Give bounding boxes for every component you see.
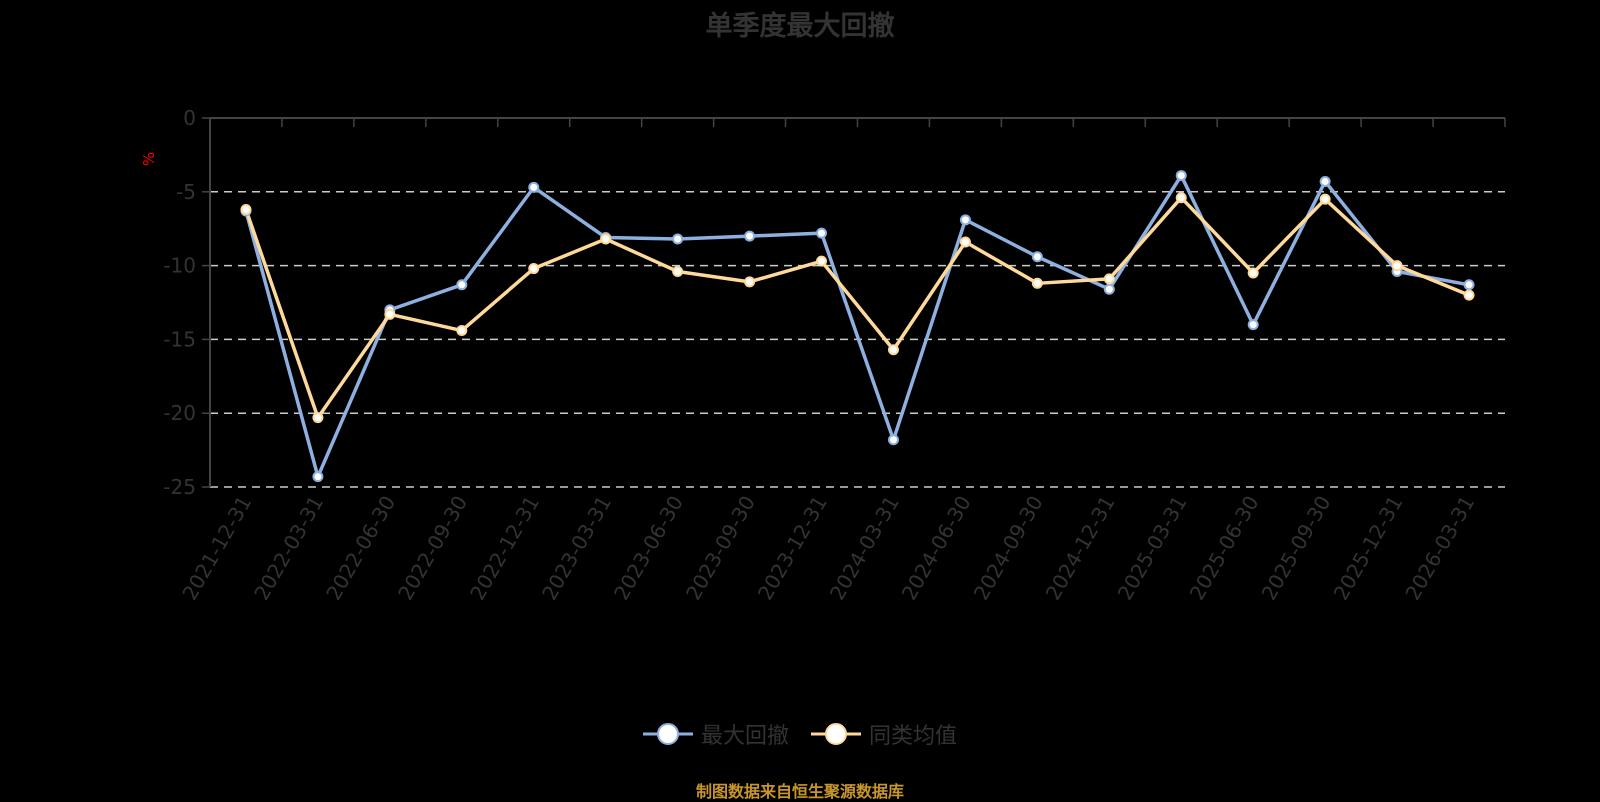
data-point[interactable] <box>600 233 612 245</box>
y-tick-label: -5 <box>176 180 196 204</box>
data-point[interactable] <box>1247 267 1259 279</box>
axes <box>202 117 1506 488</box>
legend-item-peer-average[interactable]: 同类均值 <box>811 718 957 750</box>
data-point[interactable] <box>1319 193 1331 205</box>
data-point[interactable] <box>312 412 324 424</box>
x-tick-label: 2025-03-31 <box>1113 492 1192 605</box>
x-tick-label: 2022-12-31 <box>465 492 544 605</box>
data-point[interactable] <box>959 236 971 248</box>
data-point[interactable] <box>887 344 899 356</box>
data-point[interactable] <box>1103 273 1115 285</box>
x-tick-label: 2025-06-30 <box>1185 492 1264 605</box>
legend: 最大回撤 同类均值 <box>0 718 1600 750</box>
x-tick-label: 2025-09-30 <box>1257 492 1336 605</box>
y-tick-label: -15 <box>163 327 196 351</box>
legend-item-max-drawdown[interactable]: 最大回撤 <box>642 718 789 750</box>
data-point[interactable] <box>1031 251 1043 263</box>
y-tick-label: 0 <box>183 106 196 130</box>
data-point[interactable] <box>240 204 252 216</box>
legend-label: 同类均值 <box>869 724 958 749</box>
data-point[interactable] <box>1175 192 1187 204</box>
data-point[interactable] <box>384 308 396 320</box>
series-lines <box>240 170 1475 483</box>
data-point[interactable] <box>816 227 828 239</box>
y-tick-label: -20 <box>163 401 196 425</box>
data-point[interactable] <box>528 181 540 193</box>
legend-label: 最大回撤 <box>700 724 789 749</box>
x-tick-label: 2023-06-30 <box>609 492 688 605</box>
series-line <box>244 173 1470 479</box>
data-point[interactable] <box>1463 289 1475 301</box>
data-point[interactable] <box>1175 170 1187 182</box>
y-axis-labels: 0 -5 -10 -15 -20 -25 <box>163 106 196 499</box>
x-tick-label: 2022-09-30 <box>393 492 472 605</box>
legend-line-circle-icon <box>811 723 861 745</box>
data-point[interactable] <box>672 233 684 245</box>
data-point[interactable] <box>1103 283 1115 295</box>
x-tick-label: 2025-12-31 <box>1329 492 1408 605</box>
x-tick-label: 2021-12-31 <box>177 492 256 605</box>
data-point[interactable] <box>1463 279 1475 291</box>
data-point[interactable] <box>312 471 324 483</box>
chart-title: 单季度最大回撤 <box>705 11 895 42</box>
x-tick-label: 2026-03-31 <box>1400 492 1479 605</box>
data-point[interactable] <box>1319 175 1331 187</box>
data-source-note: 制图数据来自恒生聚源数据库 <box>695 782 904 801</box>
y-tick-label: -10 <box>163 254 196 278</box>
data-point[interactable] <box>744 276 756 288</box>
x-tick-label: 2022-03-31 <box>249 492 328 605</box>
data-point[interactable] <box>456 325 468 337</box>
data-point[interactable] <box>959 214 971 226</box>
data-point[interactable] <box>672 266 684 278</box>
data-point[interactable] <box>816 255 828 267</box>
data-point[interactable] <box>1031 277 1043 289</box>
data-point[interactable] <box>1247 319 1259 331</box>
x-axis-labels: 2021-12-312022-03-312022-06-302022-09-30… <box>177 491 1479 604</box>
series-line <box>244 195 1470 420</box>
x-tick-label: 2024-06-30 <box>897 492 976 605</box>
x-tick-label: 2024-09-30 <box>969 492 1048 605</box>
data-point[interactable] <box>887 434 899 446</box>
y-tick-label: -25 <box>163 475 196 499</box>
data-point[interactable] <box>1391 260 1403 272</box>
legend-line-circle-icon <box>642 723 693 745</box>
data-point[interactable] <box>744 230 756 242</box>
x-tick-label: 2024-03-31 <box>825 492 904 605</box>
data-point[interactable] <box>456 279 468 291</box>
x-tick-label: 2023-12-31 <box>753 492 832 605</box>
data-point[interactable] <box>528 263 540 275</box>
x-tick-label: 2024-12-31 <box>1041 492 1120 605</box>
x-tick-label: 2023-03-31 <box>537 492 616 605</box>
x-tick-label: 2022-06-30 <box>321 491 400 604</box>
x-tick-label: 2023-09-30 <box>681 492 760 605</box>
